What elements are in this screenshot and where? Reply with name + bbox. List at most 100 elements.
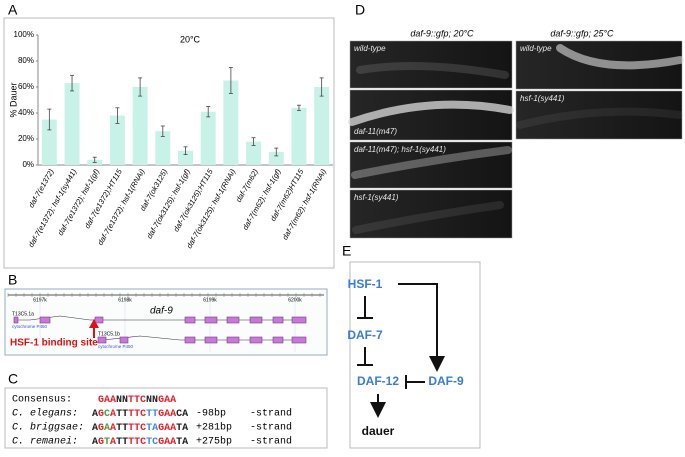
error-bar xyxy=(70,74,75,92)
y-tick-label: 100% xyxy=(14,30,34,39)
x-tick-label: daf-7(e1372); hsf-1(gf) xyxy=(56,167,102,237)
offset: -98bp xyxy=(196,408,226,420)
offset: +275bp xyxy=(196,436,232,448)
micrograph xyxy=(515,90,683,140)
worm xyxy=(556,44,684,70)
panel-frame xyxy=(349,261,481,449)
bar xyxy=(223,80,239,165)
sequence-segment: GAA xyxy=(158,409,176,420)
error-bar xyxy=(251,137,256,146)
panel-label: B xyxy=(8,272,17,288)
bar xyxy=(155,131,171,165)
bar xyxy=(291,107,307,165)
sequence-segment: GAA xyxy=(158,437,176,448)
gene-track xyxy=(13,315,307,344)
transcript-desc: cytochrome P450 xyxy=(98,344,134,349)
sequence-segment: A xyxy=(104,423,110,434)
sequence-segment: TT xyxy=(116,423,128,434)
y-axis-label: % Dauer xyxy=(8,82,18,117)
error-bar xyxy=(47,108,52,131)
sequence-segment: TT xyxy=(116,409,128,420)
error-bar xyxy=(92,156,97,163)
annotation: 20°C xyxy=(180,34,201,44)
sequence: AGCATTTTCTTGAACA xyxy=(92,409,188,420)
sequence-segment: CA xyxy=(176,409,188,420)
sequence: GAANNTTCNNGAA xyxy=(98,395,176,406)
y-tick-label: 0% xyxy=(22,160,34,169)
image-label: wild-type xyxy=(520,44,552,53)
panel-label: C xyxy=(8,371,18,387)
x-tick-label: daf-7(m62); hsf-1(RNAi) xyxy=(280,167,328,241)
transcript-id: T13C5.1a xyxy=(12,311,34,317)
bar xyxy=(109,115,125,165)
strand: -strand xyxy=(250,408,292,420)
transcript-id: T13C5.1b xyxy=(98,331,120,337)
bar xyxy=(41,119,57,165)
worm xyxy=(351,146,512,179)
bar xyxy=(64,83,80,165)
sequence-segment: NN xyxy=(146,395,158,406)
sequence-segment: NN xyxy=(116,395,128,406)
sequence-segment: A xyxy=(110,423,116,434)
image-label: daf-11(m47) xyxy=(354,127,397,136)
image-label: daf-11(m47); hsf-1(sy441) xyxy=(354,145,446,154)
bar-chart: 0%20%40%60%80%100%daf-7(e1372)daf-7(e137… xyxy=(14,30,333,250)
error-bar xyxy=(115,107,120,124)
panel-label: A xyxy=(8,2,18,18)
node: dauer xyxy=(362,424,395,438)
error-bar xyxy=(319,77,324,97)
panel-frame xyxy=(4,387,328,449)
y-tick-label: 80% xyxy=(18,56,34,65)
site-label: HSF-1 binding site xyxy=(10,338,98,349)
panel-label: E xyxy=(342,243,351,259)
strand: -strand xyxy=(250,422,292,434)
error-bar xyxy=(296,104,301,111)
sequence-segment: TC xyxy=(146,437,158,448)
sequence-segment: A xyxy=(92,423,98,434)
error-bar xyxy=(206,106,211,118)
error-bar xyxy=(183,146,188,156)
panel-frame xyxy=(3,17,335,269)
node: DAF-7 xyxy=(347,328,383,342)
image-title: daf-9::gfp; 25°C xyxy=(550,28,614,38)
bar xyxy=(268,152,284,165)
node: HSF-1 xyxy=(348,277,383,291)
sequence-segment: C xyxy=(104,409,110,420)
strand: -strand xyxy=(250,436,292,448)
sequence-segment: T xyxy=(104,437,110,448)
micrograph xyxy=(349,189,513,239)
y-tick-label: 20% xyxy=(18,134,34,143)
sequence-segment: TA xyxy=(176,437,188,448)
sequence-segment: A xyxy=(110,409,116,420)
micrograph xyxy=(349,141,513,189)
row-name: C. briggsae: xyxy=(12,422,84,434)
row-name: C. elegans: xyxy=(12,408,78,420)
image-title: daf-9::gfp; 20°C xyxy=(410,28,474,38)
bar xyxy=(246,141,262,165)
sequence-segment: G xyxy=(98,409,104,420)
gene-name: daf-9 xyxy=(150,306,173,317)
sequence-segment: TTC xyxy=(128,395,146,406)
bar xyxy=(178,150,193,165)
panel-label: D xyxy=(355,2,365,18)
image-label: hsf-1(sy441) xyxy=(354,193,399,202)
micrographs: wild-type daf-11(m47) daf-11(m47); hsf-1(s… xyxy=(348,40,684,239)
edges xyxy=(357,283,445,418)
image-label: hsf-1(sy441) xyxy=(520,94,565,103)
y-tick-label: 60% xyxy=(18,82,34,91)
bar xyxy=(200,111,216,165)
worm xyxy=(356,62,509,79)
bar xyxy=(132,87,148,165)
site-arrow xyxy=(89,319,99,338)
sequence-segment: TA xyxy=(146,423,158,434)
error-bar xyxy=(138,77,143,97)
row-name: Consensus: xyxy=(12,395,72,406)
sequence-segment: TA xyxy=(176,423,188,434)
sequence-segment: TTC xyxy=(128,423,146,434)
sequence-segment: G xyxy=(98,423,104,434)
sequence-segment: GAA xyxy=(158,395,176,406)
node: DAF-12 xyxy=(357,374,399,388)
sequence-segment: TTC xyxy=(128,437,146,448)
